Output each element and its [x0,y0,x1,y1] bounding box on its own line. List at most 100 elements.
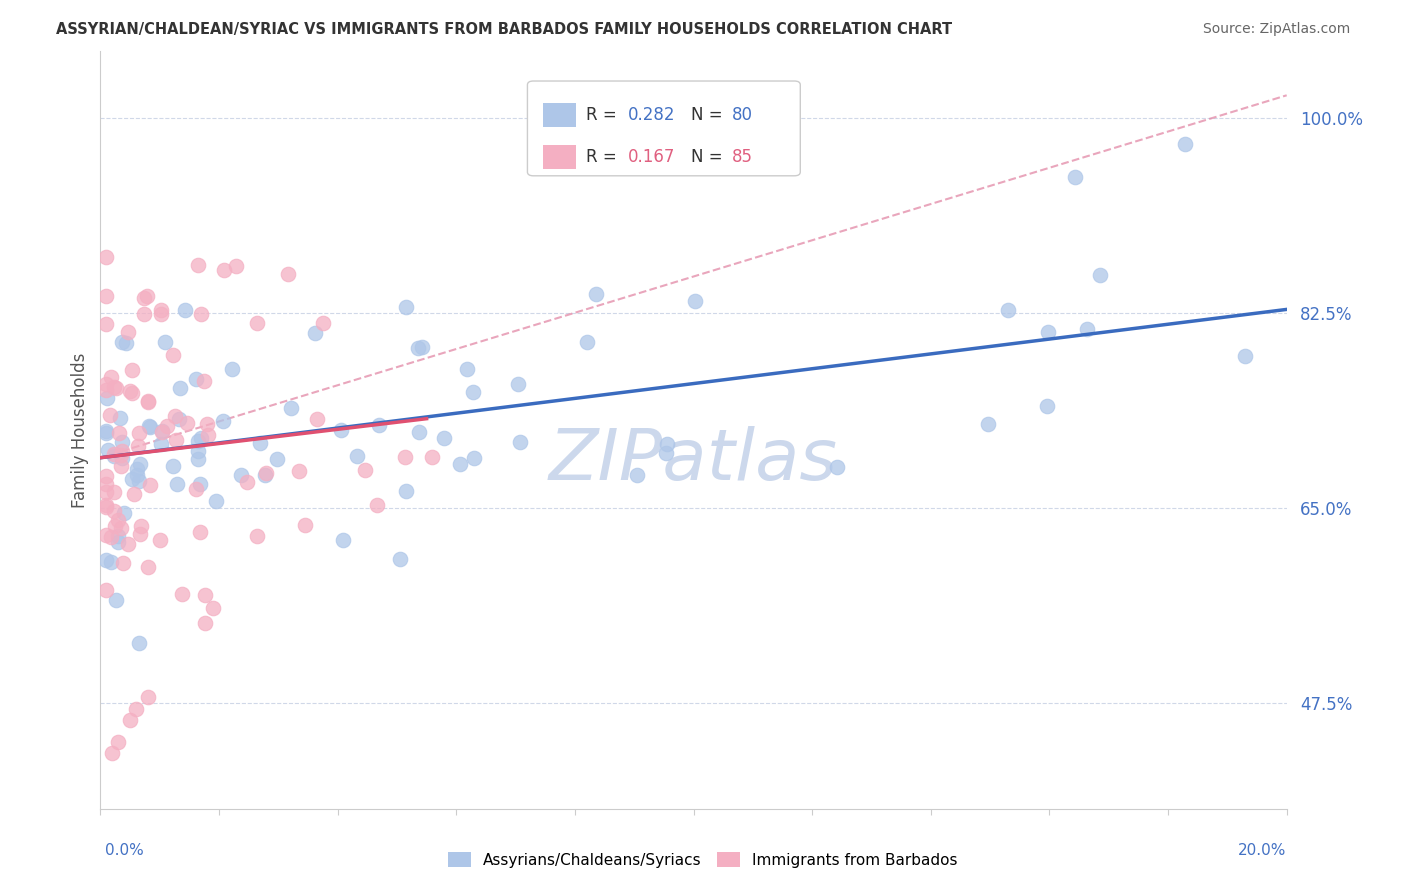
Point [683,293,706,308]
Point [117,325,139,339]
Text: 20.0%: 20.0% [1239,843,1286,858]
Point [121,472,143,486]
Point [162,348,184,362]
Point [101,746,124,760]
Point [825,460,848,475]
Point [411,340,433,354]
Point [96,442,118,457]
Point [155,419,177,434]
Point [129,458,152,472]
Point [294,518,316,533]
Point [96,391,118,405]
Point [110,459,132,474]
Point [162,458,184,473]
Point [202,600,225,615]
Point [654,446,676,460]
Point [205,494,228,508]
Point [134,292,156,306]
Point [122,486,145,500]
Point [506,376,529,391]
Point [96,426,118,441]
Point [103,485,125,500]
Point [104,518,127,533]
Point [111,556,134,570]
Legend: Assyrians/Chaldeans/Syriacs, Immigrants from Barbados: Assyrians/Chaldeans/Syriacs, Immigrants … [441,846,965,873]
Point [139,420,162,434]
Point [107,513,129,527]
Point [253,467,276,482]
Point [96,383,118,397]
Point [194,589,217,603]
Point [1035,399,1057,413]
Point [107,735,129,749]
Point [155,335,177,350]
Point [100,530,122,544]
Point [100,370,122,384]
Point [368,418,391,433]
Point [229,467,252,482]
Text: 80: 80 [731,106,752,124]
Point [1064,170,1087,185]
Point [125,701,148,715]
Point [186,372,208,386]
Point [184,483,207,497]
Point [96,424,118,438]
Point [304,326,326,340]
Text: N =: N = [692,148,728,166]
Point [134,307,156,321]
Point [190,432,212,446]
Point [976,417,998,431]
Point [149,303,172,318]
Point [449,457,471,471]
Point [111,450,134,465]
Point [305,412,328,426]
Point [188,476,211,491]
Point [103,447,125,461]
Point [312,316,335,330]
Point [127,467,149,482]
Point [329,423,352,437]
Point [98,408,121,422]
Point [111,443,134,458]
Point [128,636,150,650]
Point [246,529,269,543]
Point [103,503,125,517]
Point [585,287,607,301]
Point [170,587,193,601]
Text: N =: N = [692,106,728,124]
FancyBboxPatch shape [527,81,800,176]
Point [96,498,118,512]
Point [121,386,143,401]
FancyBboxPatch shape [543,103,576,128]
Point [388,552,411,566]
Text: R =: R = [585,148,621,166]
Point [1076,322,1098,336]
Point [107,535,129,549]
Point [117,537,139,551]
Point [112,507,135,521]
Point [463,385,485,400]
Text: 0.167: 0.167 [628,148,676,166]
Point [288,464,311,478]
Point [176,416,198,430]
Point [997,302,1019,317]
Point [187,443,209,458]
Point [167,411,190,425]
Point [96,552,118,566]
Point [408,425,430,439]
Point [169,381,191,395]
Point [212,414,235,428]
Point [236,475,259,490]
Point [103,380,125,394]
Point [107,529,129,543]
Y-axis label: Family Households: Family Households [72,352,89,508]
FancyBboxPatch shape [543,145,576,169]
Text: Source: ZipAtlas.com: Source: ZipAtlas.com [1202,22,1350,37]
Point [187,452,209,467]
Point [173,303,195,318]
Point [136,690,159,705]
Text: R =: R = [585,106,621,124]
Point [395,484,418,499]
Point [246,316,269,330]
Point [150,307,173,321]
